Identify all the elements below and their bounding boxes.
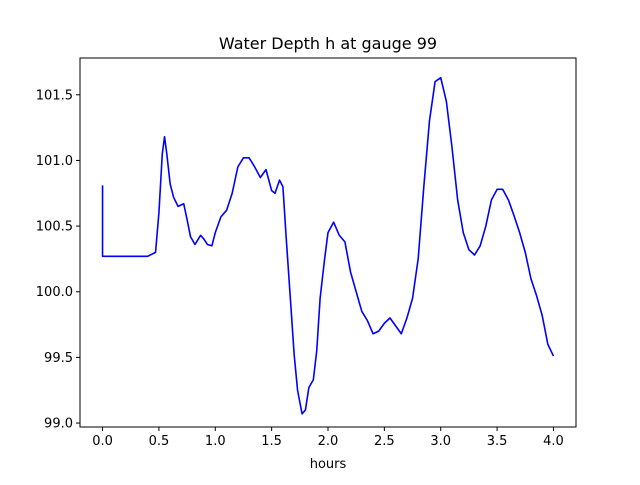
x-axis: 0.0 0.5 1.0 1.5 2.0 2.5 3.0 3.5 4.0 xyxy=(92,427,564,449)
x-tick-label: 1.5 xyxy=(261,434,282,449)
y-tick-label: 99.0 xyxy=(44,417,73,432)
x-axis-label: hours xyxy=(310,457,347,472)
y-tick-label: 100.5 xyxy=(36,220,73,235)
x-tick-label: 2.0 xyxy=(318,434,339,449)
x-tick-label: 0.0 xyxy=(92,434,113,449)
plot-content xyxy=(101,76,555,415)
y-tick-label: 101.5 xyxy=(36,88,73,103)
chart-title: Water Depth h at gauge 99 xyxy=(219,34,437,53)
x-tick-label: 2.5 xyxy=(374,434,395,449)
y-tick-label: 100.0 xyxy=(36,285,73,300)
y-axis: 99.0 99.5 100.0 100.5 101.0 101.5 xyxy=(36,88,80,432)
y-tick-label: 101.0 xyxy=(36,154,73,169)
x-tick-label: 1.0 xyxy=(205,434,226,449)
series-line-0 xyxy=(101,76,555,415)
x-tick-label: 3.0 xyxy=(430,434,451,449)
x-tick-label: 4.0 xyxy=(543,434,564,449)
x-tick-label: 3.5 xyxy=(487,434,508,449)
y-tick-label: 99.5 xyxy=(44,351,73,366)
x-tick-label: 0.5 xyxy=(149,434,170,449)
